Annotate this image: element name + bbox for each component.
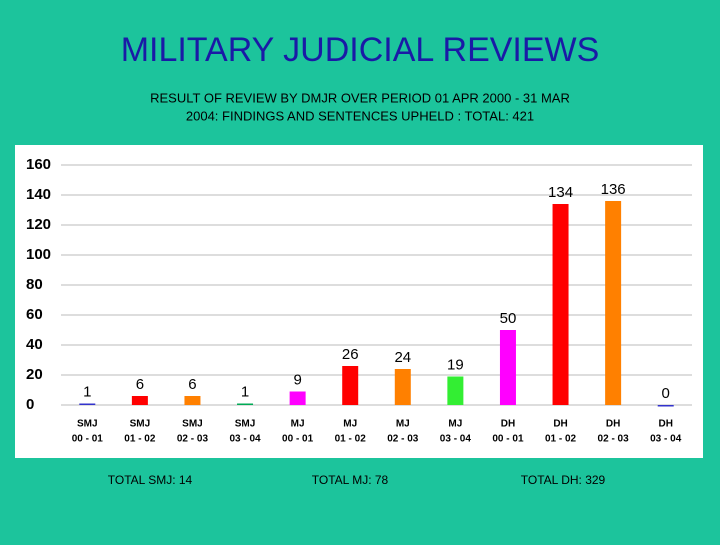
subtitle: 2004: FINDINGS AND SENTENCES UPHELD : TO… (186, 108, 534, 123)
chart-area (15, 145, 703, 458)
bar (552, 204, 569, 405)
x-tick-label: 00 - 01 (282, 434, 314, 445)
bar (342, 366, 359, 405)
bar (447, 376, 464, 405)
x-tick-label: 02 - 03 (387, 434, 419, 445)
y-tick-label: 100 (26, 246, 51, 263)
x-tick-label: MJ (448, 419, 462, 430)
bar (184, 396, 201, 405)
bar (605, 201, 622, 405)
value-label: 24 (394, 349, 411, 366)
y-tick-label: 140 (26, 186, 51, 203)
value-label: 19 (447, 356, 464, 373)
value-label: 1 (83, 383, 91, 400)
y-tick-label: 120 (26, 216, 51, 233)
value-label: 6 (136, 376, 144, 393)
y-tick-label: 80 (26, 276, 43, 293)
value-label: 9 (293, 371, 301, 388)
x-tick-label: 02 - 03 (598, 434, 630, 445)
y-tick-label: 160 (26, 156, 51, 173)
y-tick-label: 0 (26, 396, 34, 413)
subtitle: RESULT OF REVIEW BY DMJR OVER PERIOD 01 … (150, 90, 570, 105)
bar (79, 403, 96, 405)
x-tick-label: 03 - 04 (440, 434, 472, 445)
x-tick-label: MJ (396, 419, 410, 430)
slide-title: MILITARY JUDICIAL REVIEWS (121, 31, 600, 69)
total-label: TOTAL SMJ: 14 (108, 473, 193, 487)
x-tick-label: SMJ (235, 419, 256, 430)
value-label: 134 (548, 184, 573, 201)
x-tick-label: DH (606, 419, 620, 430)
bar (237, 403, 254, 405)
x-tick-label: DH (658, 419, 672, 430)
total-label: TOTAL DH: 329 (521, 473, 606, 487)
y-tick-label: 40 (26, 336, 43, 353)
y-tick-label: 60 (26, 306, 43, 323)
x-tick-label: 00 - 01 (72, 434, 104, 445)
bar (394, 369, 411, 405)
bar (499, 330, 516, 405)
x-tick-label: DH (553, 419, 567, 430)
x-tick-label: 01 - 02 (545, 434, 577, 445)
x-tick-label: 01 - 02 (335, 434, 367, 445)
value-label: 26 (342, 346, 359, 363)
bar (657, 405, 674, 407)
value-label: 1 (241, 383, 249, 400)
total-label: TOTAL MJ: 78 (312, 473, 389, 487)
x-tick-label: DH (501, 419, 515, 430)
x-tick-label: 00 - 01 (492, 434, 524, 445)
value-label: 0 (662, 385, 670, 402)
bar (131, 396, 148, 405)
x-tick-label: SMJ (130, 419, 151, 430)
x-tick-label: SMJ (182, 419, 203, 430)
x-tick-label: 01 - 02 (124, 434, 156, 445)
value-label: 136 (601, 181, 626, 198)
y-tick-label: 20 (26, 366, 43, 383)
x-tick-label: MJ (343, 419, 357, 430)
value-label: 50 (500, 310, 517, 327)
x-tick-label: SMJ (77, 419, 98, 430)
value-label: 6 (188, 376, 196, 393)
x-tick-label: MJ (291, 419, 305, 430)
bar (289, 391, 306, 405)
x-tick-label: 03 - 04 (650, 434, 682, 445)
x-tick-label: 03 - 04 (229, 434, 261, 445)
x-tick-label: 02 - 03 (177, 434, 209, 445)
